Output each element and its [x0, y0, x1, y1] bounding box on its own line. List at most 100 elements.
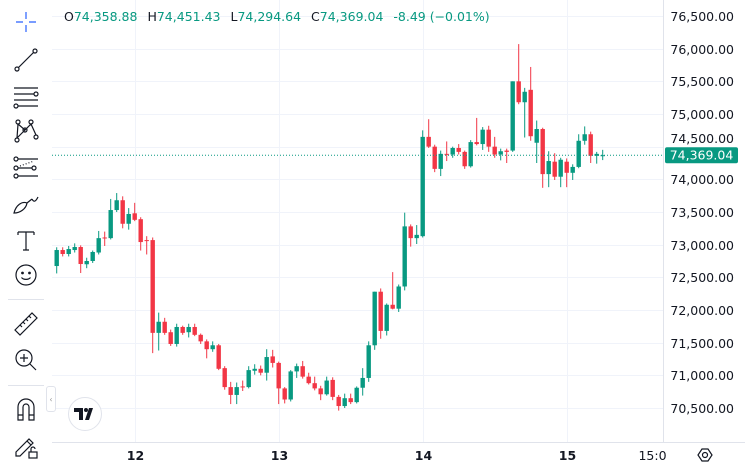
- candle-body: [540, 129, 545, 175]
- tradingview-logo[interactable]: [68, 397, 102, 431]
- candle: [570, 164, 575, 180]
- lock-drawings-icon: [15, 438, 38, 459]
- time-tick-label: 12: [127, 448, 144, 463]
- candle: [258, 365, 263, 376]
- emoji-tool[interactable]: [10, 260, 42, 290]
- ohlc-legend: O74,358.88 H74,451.43 L74,294.64 C74,369…: [64, 9, 496, 24]
- candle-body: [204, 341, 209, 350]
- candle: [582, 126, 587, 145]
- candle-body: [150, 240, 155, 333]
- fib-retracement-tool[interactable]: [10, 153, 42, 183]
- candle: [306, 372, 311, 385]
- candle-body: [240, 386, 245, 388]
- candle-body: [246, 370, 251, 388]
- candle-body: [138, 219, 143, 243]
- candle-body: [312, 383, 317, 389]
- candle: [348, 393, 353, 405]
- candle: [60, 247, 65, 257]
- candle: [78, 245, 83, 274]
- candle-body: [504, 150, 509, 152]
- horizontal-lines-tool[interactable]: [10, 81, 42, 111]
- close-label: C: [311, 9, 320, 24]
- last-price-badge-bg: [665, 147, 738, 164]
- collapse-toolbar-button[interactable]: ‹: [46, 386, 56, 412]
- candle-body: [594, 153, 599, 156]
- price-tick-label: 70,500.00: [670, 401, 734, 416]
- candle: [528, 66, 533, 141]
- candle-body: [78, 247, 83, 265]
- candle: [426, 119, 431, 148]
- candle-body: [198, 334, 203, 342]
- price-tick-label: 75,000.00: [670, 107, 734, 122]
- candle-body: [510, 81, 515, 151]
- ruler-tool[interactable]: [10, 309, 42, 339]
- candle-body: [168, 332, 173, 344]
- candle: [84, 257, 89, 269]
- candle-body: [468, 142, 473, 167]
- candle: [444, 141, 449, 162]
- candle-body: [426, 136, 431, 147]
- candle: [372, 291, 377, 350]
- text-tool[interactable]: [10, 225, 42, 255]
- candle: [498, 148, 503, 161]
- candle-body: [180, 326, 185, 333]
- pattern-icon: [14, 119, 39, 143]
- candle: [534, 120, 539, 163]
- candle-body: [132, 213, 137, 220]
- candle: [246, 366, 251, 389]
- toolbar-divider: [8, 385, 44, 386]
- trend-line-icon: [14, 48, 38, 72]
- time-tick-label: 15: [559, 448, 576, 463]
- low-value: 74,294.64: [237, 9, 302, 24]
- emoji-icon: [15, 264, 37, 286]
- candle-body: [420, 136, 425, 237]
- candle: [234, 382, 239, 405]
- candle-body: [564, 161, 569, 173]
- crosshair-tool[interactable]: [10, 7, 42, 37]
- candle-body: [96, 238, 101, 253]
- candle: [438, 150, 443, 177]
- magnet-tool[interactable]: [10, 394, 42, 424]
- candle-body: [516, 81, 521, 103]
- price-tick-label: 75,500.00: [670, 74, 734, 89]
- candle: [516, 44, 521, 105]
- lock-drawings-tool[interactable]: [10, 431, 42, 461]
- candle: [174, 323, 179, 347]
- candle: [54, 247, 59, 274]
- candle: [228, 381, 233, 405]
- candle: [72, 243, 77, 253]
- candle-body: [270, 356, 275, 363]
- candle: [96, 230, 101, 255]
- grid: [52, 0, 663, 442]
- zoom-in-tool[interactable]: [10, 345, 42, 375]
- time-tick-label: 13: [271, 448, 288, 463]
- time-axis[interactable]: 12 13 14 15 15:0: [127, 448, 667, 463]
- candle-body: [552, 161, 557, 177]
- low-label: L: [230, 9, 238, 24]
- candle: [384, 303, 389, 336]
- candle-body: [174, 326, 179, 344]
- candle: [540, 127, 545, 188]
- candle-body: [186, 326, 191, 333]
- candle-body: [456, 147, 461, 152]
- candle-body: [72, 247, 77, 251]
- candle-body: [318, 388, 323, 395]
- candle: [462, 150, 467, 169]
- price-axis[interactable]: 76,500.00 76,000.00 75,500.00 75,000.00 74,5…: [670, 9, 734, 416]
- candle-body: [210, 345, 215, 350]
- time-tick-label: 15:0: [638, 448, 666, 463]
- brush-tool[interactable]: [10, 189, 42, 219]
- pattern-tool[interactable]: [10, 116, 42, 146]
- trend-line-tool[interactable]: [10, 45, 42, 75]
- candle-body: [372, 291, 377, 346]
- candle-body: [60, 250, 65, 255]
- candle: [294, 363, 299, 378]
- candle-body: [108, 210, 113, 239]
- candle-body: [390, 304, 395, 309]
- candle: [402, 212, 407, 291]
- settings-gear-icon[interactable]: [697, 447, 713, 463]
- candle: [486, 125, 491, 152]
- candle-body: [348, 398, 353, 403]
- candle-body: [462, 151, 467, 167]
